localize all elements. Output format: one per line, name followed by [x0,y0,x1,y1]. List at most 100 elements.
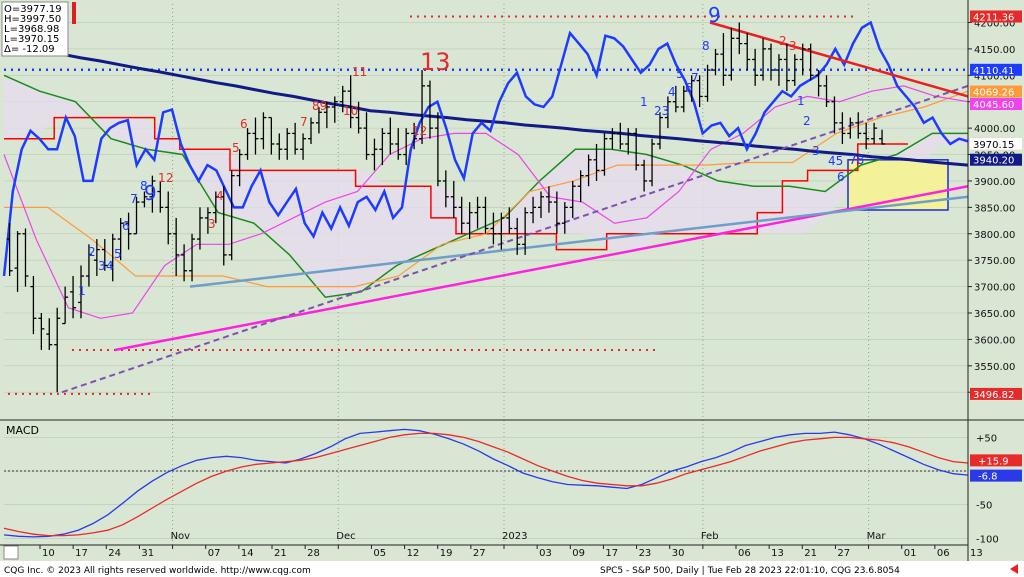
last-readout: L=3970.15 [4,34,59,45]
price-badge-label: 3940.20 [973,156,1014,167]
price-badge [970,137,1022,150]
moving-average-line [3,42,969,167]
day-label: 27 [837,548,850,559]
scroll-left-arrow-icon[interactable] [1010,564,1018,574]
sequence-count-label: 4 [106,259,114,273]
day-label: 14 [241,548,254,559]
day-label: 30 [672,548,685,559]
price-badge-label: 4211.36 [973,12,1014,23]
sequence-count-label: 6 [240,117,248,131]
sequence-count-label: 6 [122,219,130,233]
macd-badge [970,454,1022,467]
price-tick-label: 3900.00 [974,177,1015,188]
high-readout: H=3997.50 [4,14,61,25]
change-readout: Δ= -12.09 [4,44,55,55]
month-label: Nov [171,531,191,542]
month-label: Feb [701,531,719,542]
trendline [189,195,969,288]
price-marker-icon [72,2,76,24]
price-tick-label: 4150.00 [974,45,1015,56]
sequence-count-label: 8 [140,179,148,193]
price-badge [970,85,1022,98]
macd-title: MACD [6,424,39,437]
sequence-count-label: 3 [208,217,216,231]
price-tick-label: 3650.00 [974,309,1015,320]
day-label: 13 [970,548,983,559]
sequence-count-label: 3 [789,39,797,53]
sequence-count-label: 9 [144,181,157,205]
price-tick-label: 3700.00 [974,283,1015,294]
sequence-count-label: 7 [300,115,308,129]
price-badge-label: 4069.26 [973,88,1014,99]
day-label: 05 [373,548,386,559]
month-label: Mar [867,531,887,542]
macd-series-line [3,432,969,537]
sequence-count-label: 6 [685,81,693,95]
price-badge [970,153,1022,166]
sequence-count-label: 5 [114,247,122,261]
day-label: 13 [771,548,784,559]
sequence-count-label: 1 [78,284,86,298]
sequence-count-label: 23 [654,104,669,118]
sequence-count-label: 4 [216,189,224,203]
sequence-count-label: 1 [797,94,805,108]
price-tick-label: 4000.00 [974,124,1015,135]
ohlc-readout-box [1,1,69,57]
price-badge [970,387,1022,400]
sequence-count-label: 1 [158,171,166,185]
day-label: 17 [605,548,618,559]
macd-tick-label: -100 [976,534,999,545]
day-label: 06 [937,548,950,559]
price-badge-label: 3970.15 [973,140,1014,151]
day-label: 03 [539,548,552,559]
macd-tick-label: +50 [976,433,997,444]
sequence-count-label: 3 [812,144,820,158]
sequence-count-label: 9 [708,3,721,27]
price-badge [970,10,1022,23]
open-readout: O=3977.19 [4,4,62,15]
day-label: 10 [42,548,55,559]
day-label: 27 [473,548,486,559]
month-label: 2023 [502,531,527,542]
sequence-count-label: 2 [779,34,787,48]
footer-symbol-info: SPC5 - S&P 500, Daily | Tue Feb 28 2023 … [600,566,900,576]
macd-series-line [3,428,969,538]
price-tick-label: 4100.00 [974,71,1015,82]
day-label: 31 [141,548,154,559]
day-label: 17 [75,548,88,559]
price-badge-label: 3496.82 [973,390,1014,401]
sequence-count-label: 3 [98,259,106,273]
day-label: 21 [274,548,287,559]
blue-oscillator-line [2,20,969,277]
price-badge-label: 4045.60 [973,100,1014,111]
day-label: 21 [804,548,817,559]
target-zone-box [847,159,949,211]
price-badge [970,98,1022,111]
sequence-count-label: 13 [420,48,451,76]
macd-panel[interactable] [3,428,969,539]
sequence-count-label: 78 [849,153,864,167]
macd-tick-label: -50 [976,501,992,512]
day-label: 01 [904,548,917,559]
sequence-count-label: 45 [828,154,843,168]
day-label: 12 [407,548,420,559]
sequence-count-label: 89 [312,99,327,113]
day-label: 07 [208,548,221,559]
corner-toggle-button[interactable] [3,545,19,560]
sequence-count-label: 8 [702,39,710,53]
price-tick-label: 3550.00 [974,362,1015,373]
day-label: 28 [307,548,320,559]
sequence-count-label: 12 [412,124,427,138]
sequence-count-label: 1 [640,95,648,109]
magenta-band-line [3,85,969,319]
macd-badge-label: -6.8 [978,472,998,483]
day-label: 23 [639,548,652,559]
price-tick-label: 3800.00 [974,230,1015,241]
day-label: 19 [440,548,453,559]
price-tick-label: 3850.00 [974,203,1015,214]
sequence-count-label: 2 [88,245,96,259]
sequence-count-label: 11 [352,65,367,79]
